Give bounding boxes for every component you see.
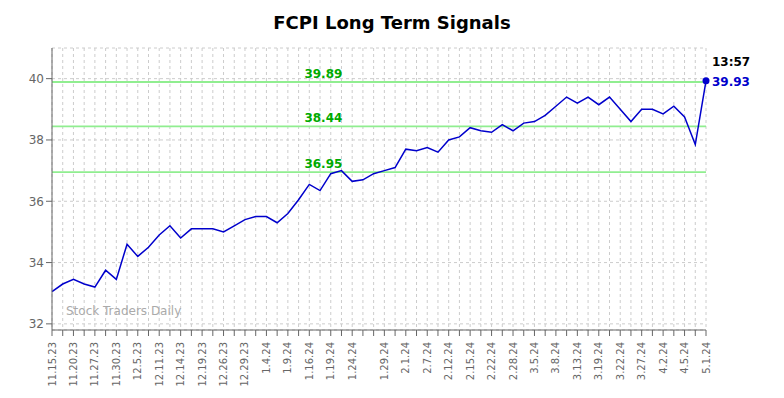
svg-text:12.14.23: 12.14.23: [175, 342, 186, 387]
html-text:FCPI Long Term Signals: FCPI Long Term Signals: [273, 12, 511, 33]
svg-text:12.29.23: 12.29.23: [239, 342, 250, 387]
svg-text:2.22.24: 2.22.24: [486, 342, 497, 380]
svg-text:2.15.24: 2.15.24: [465, 342, 476, 380]
svg-text:5.1.24: 5.1.24: [701, 342, 712, 374]
svg-text:39.89: 39.89: [304, 67, 342, 81]
svg-text:2.28.24: 2.28.24: [508, 342, 519, 380]
html-text:13:57: 13:57: [712, 55, 751, 69]
svg-text:1.19.24: 1.19.24: [325, 342, 336, 380]
svg-text:3.5.24: 3.5.24: [529, 342, 540, 374]
html-text:39.93: 39.93: [712, 75, 750, 89]
svg-text:12.26.23: 12.26.23: [218, 342, 229, 387]
svg-text:12.5.23: 12.5.23: [132, 342, 143, 380]
svg-text:4.5.24: 4.5.24: [679, 342, 690, 374]
html-text:Stock Traders Daily: Stock Traders Daily: [66, 304, 182, 318]
svg-text:2.7.24: 2.7.24: [422, 342, 433, 374]
svg-text:11.30.23: 11.30.23: [111, 342, 122, 387]
svg-text:1.24.24: 1.24.24: [347, 342, 358, 380]
svg-text:1.16.24: 1.16.24: [304, 342, 315, 380]
svg-text:3.13.24: 3.13.24: [572, 342, 583, 380]
svg-text:3.27.24: 3.27.24: [636, 342, 647, 380]
svg-text:3.19.24: 3.19.24: [593, 342, 604, 380]
svg-text:34: 34: [29, 256, 44, 270]
svg-text:11.27.23: 11.27.23: [89, 342, 100, 387]
svg-text:1.29.24: 1.29.24: [379, 342, 390, 380]
svg-text:2.12.24: 2.12.24: [443, 342, 454, 380]
svg-text:1.4.24: 1.4.24: [261, 342, 272, 374]
svg-text:38: 38: [29, 133, 44, 147]
svg-text:11.15.23: 11.15.23: [47, 342, 58, 387]
svg-text:2.1.24: 2.1.24: [400, 342, 411, 374]
svg-text:36.95: 36.95: [304, 157, 342, 171]
svg-text:4.2.24: 4.2.24: [658, 342, 669, 374]
svg-text:38.44: 38.44: [304, 111, 342, 125]
svg-text:12.19.23: 12.19.23: [197, 342, 208, 387]
svg-text:36: 36: [29, 195, 44, 209]
svg-text:40: 40: [29, 72, 44, 86]
svg-text:12.11.23: 12.11.23: [154, 342, 165, 387]
svg-text:32: 32: [29, 317, 44, 331]
svg-text:11.20.23: 11.20.23: [68, 342, 79, 387]
svg-text:1.9.24: 1.9.24: [282, 342, 293, 374]
svg-text:3.8.24: 3.8.24: [550, 342, 561, 374]
svg-text:3.22.24: 3.22.24: [615, 342, 626, 380]
